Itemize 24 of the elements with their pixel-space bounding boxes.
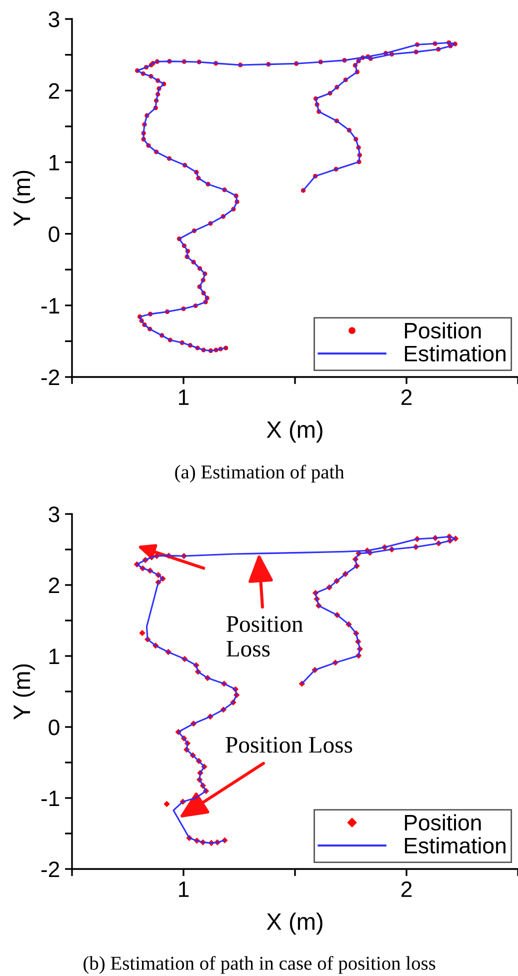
y-axis-title: Y (m) [12, 664, 35, 720]
y-tick-label: -1 [41, 790, 60, 806]
y-tick-label: 0 [48, 720, 60, 736]
y-tick-label: 1 [50, 648, 60, 664]
y-tick-label: 3 [48, 12, 60, 28]
annotation: Position Loss [226, 616, 303, 657]
text: (a) Estimation of path [175, 464, 344, 483]
y-tick-label: -2 [41, 370, 60, 386]
legend-label: Estimation [404, 837, 506, 854]
legend-label: Position [404, 322, 481, 339]
y-tick-label: 0 [48, 226, 60, 242]
y-axis-title: Y (m) [12, 170, 35, 226]
y-tick-label: 2 [48, 578, 60, 594]
text: (b) Estimation of path in case of position loss [84, 956, 436, 974]
y-tick-label: 1 [50, 154, 60, 170]
y-tick-label: 3 [48, 506, 60, 522]
legend-label: Estimation [404, 345, 506, 362]
annotation: Position Loss [226, 736, 352, 753]
legend-label: Position [404, 814, 481, 831]
y-tick-label: 2 [48, 83, 60, 99]
y-tick-label: -2 [41, 862, 60, 878]
y-tick-label: -1 [41, 298, 60, 314]
x-axis-title: X (m) [266, 912, 322, 935]
x-axis-title: X (m) [266, 420, 322, 443]
